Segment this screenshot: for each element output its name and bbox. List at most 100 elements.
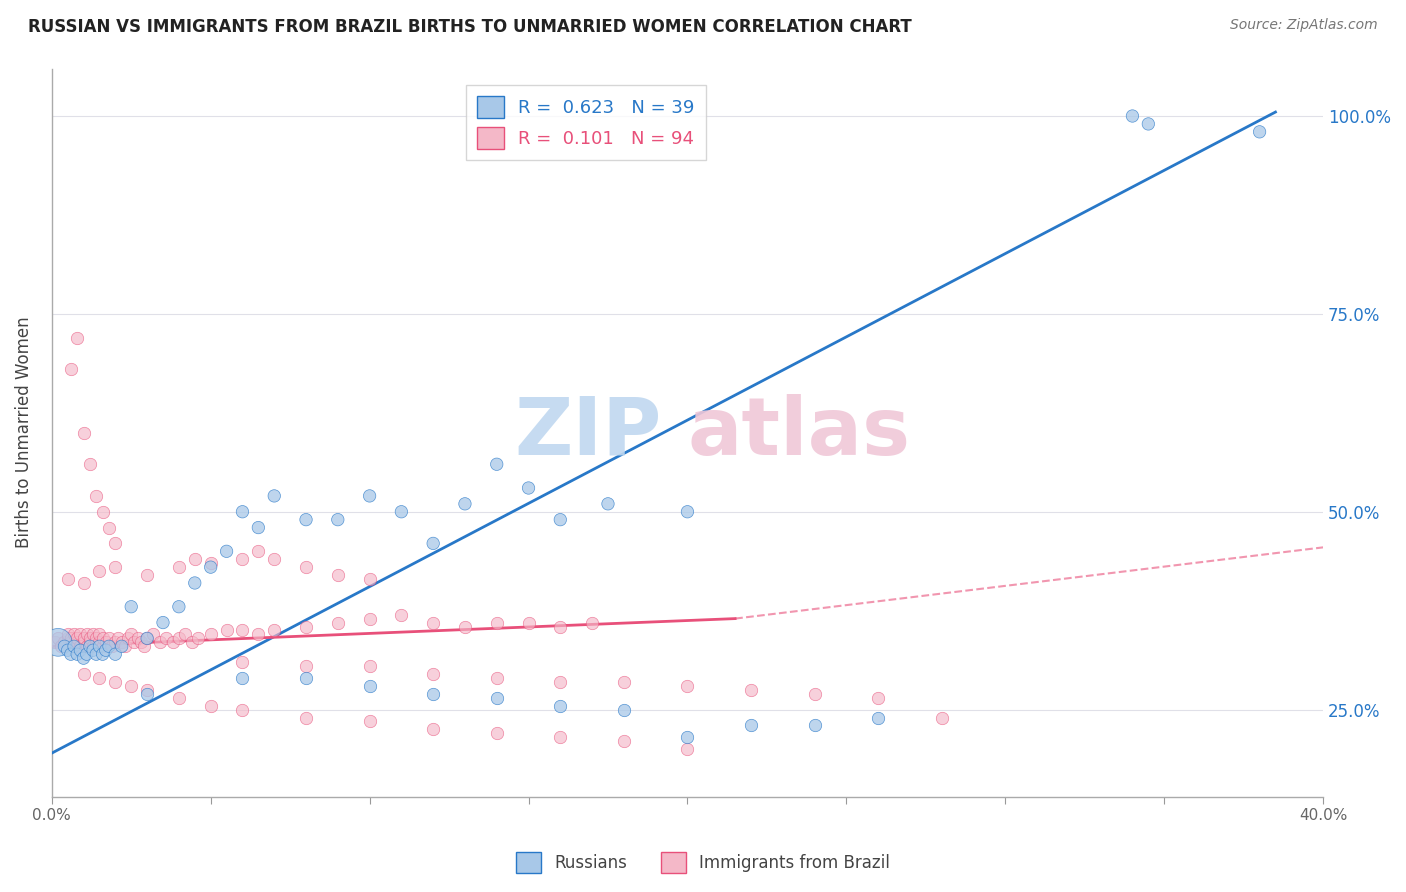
Point <box>200 627 222 641</box>
Point <box>66 647 89 661</box>
Point <box>142 627 165 641</box>
Point <box>517 615 540 630</box>
Point <box>152 615 174 630</box>
Text: atlas: atlas <box>688 393 911 472</box>
Point <box>295 710 318 724</box>
Point <box>59 632 82 646</box>
Point <box>389 505 412 519</box>
Point <box>89 671 111 685</box>
Point <box>868 690 890 705</box>
Point <box>84 489 107 503</box>
Point <box>56 643 79 657</box>
Point <box>1121 109 1143 123</box>
Point <box>91 505 114 519</box>
Point <box>66 330 89 344</box>
Point <box>91 632 114 646</box>
Point <box>231 655 253 669</box>
Point <box>295 619 318 633</box>
Point <box>59 647 82 661</box>
Point <box>550 674 572 689</box>
Point <box>803 687 825 701</box>
Point <box>149 635 172 649</box>
Point <box>231 552 253 566</box>
Point <box>72 425 94 440</box>
Point <box>1137 117 1160 131</box>
Point <box>215 544 238 558</box>
Point <box>740 718 762 732</box>
Point <box>676 731 699 745</box>
Point <box>263 489 285 503</box>
Point <box>63 640 86 654</box>
Point <box>84 647 107 661</box>
Point <box>97 520 120 534</box>
Point <box>82 640 104 654</box>
Point <box>187 632 209 646</box>
Point <box>82 627 104 641</box>
Point <box>69 643 91 657</box>
Point <box>422 667 444 681</box>
Point <box>53 635 76 649</box>
Point <box>359 659 381 673</box>
Point <box>326 615 349 630</box>
Point <box>550 513 572 527</box>
Point <box>76 627 98 641</box>
Text: ZIP: ZIP <box>515 393 662 472</box>
Point <box>247 627 270 641</box>
Point <box>89 564 111 578</box>
Point <box>104 674 127 689</box>
Point <box>422 536 444 550</box>
Legend: Russians, Immigrants from Brazil: Russians, Immigrants from Brazil <box>509 846 897 880</box>
Point <box>53 640 76 654</box>
Y-axis label: Births to Unmarried Women: Births to Unmarried Women <box>15 317 32 549</box>
Point <box>120 627 142 641</box>
Point <box>184 552 207 566</box>
Point <box>82 643 104 657</box>
Point <box>613 674 636 689</box>
Point <box>247 544 270 558</box>
Point <box>295 659 318 673</box>
Point <box>66 632 89 646</box>
Point <box>44 635 66 649</box>
Point <box>167 690 190 705</box>
Point <box>107 632 129 646</box>
Point <box>104 647 127 661</box>
Point <box>46 635 69 649</box>
Point <box>326 513 349 527</box>
Point <box>120 679 142 693</box>
Point <box>132 640 155 654</box>
Point <box>596 497 619 511</box>
Point <box>485 671 508 685</box>
Point <box>200 560 222 574</box>
Point <box>550 731 572 745</box>
Point <box>295 513 318 527</box>
Point <box>129 635 152 649</box>
Point <box>136 632 159 646</box>
Point <box>359 489 381 503</box>
Point <box>97 640 120 654</box>
Point <box>676 679 699 693</box>
Legend: R =  0.623   N = 39, R =  0.101   N = 94: R = 0.623 N = 39, R = 0.101 N = 94 <box>465 85 706 160</box>
Point <box>136 687 159 701</box>
Point <box>69 640 91 654</box>
Point <box>180 635 202 649</box>
Point <box>104 560 127 574</box>
Point <box>485 457 508 471</box>
Point <box>263 624 285 638</box>
Point <box>485 726 508 740</box>
Point <box>231 703 253 717</box>
Point <box>359 611 381 625</box>
Point <box>136 682 159 697</box>
Point <box>263 552 285 566</box>
Point <box>51 640 73 654</box>
Point <box>79 640 101 654</box>
Point <box>389 607 412 622</box>
Point <box>613 703 636 717</box>
Point <box>550 698 572 713</box>
Point <box>136 568 159 582</box>
Point <box>97 632 120 646</box>
Point <box>676 505 699 519</box>
Point <box>550 619 572 633</box>
Point <box>485 615 508 630</box>
Point <box>422 723 444 737</box>
Point <box>162 635 184 649</box>
